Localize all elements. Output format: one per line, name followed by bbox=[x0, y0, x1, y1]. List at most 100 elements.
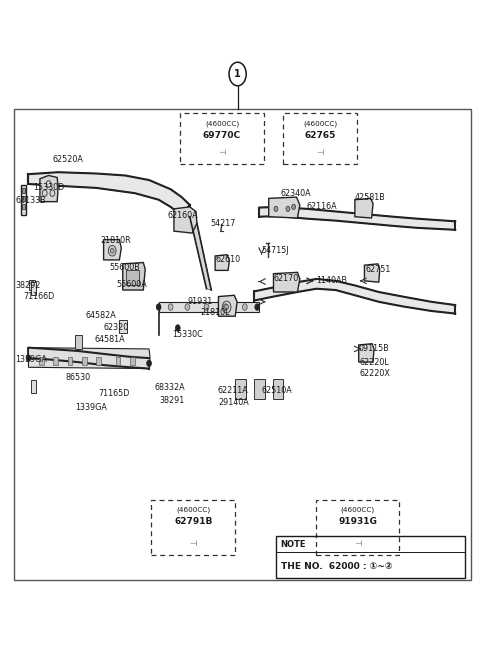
Bar bbox=[116, 357, 120, 365]
Text: (4600CC): (4600CC) bbox=[340, 506, 374, 513]
Text: 54217: 54217 bbox=[210, 218, 236, 228]
Polygon shape bbox=[21, 185, 25, 215]
Text: (4600CC): (4600CC) bbox=[303, 121, 337, 127]
Circle shape bbox=[147, 360, 152, 367]
Text: 54715J: 54715J bbox=[262, 246, 289, 255]
Text: ⊣: ⊣ bbox=[218, 148, 226, 157]
Bar bbox=[152, 499, 235, 555]
Polygon shape bbox=[123, 262, 145, 290]
Text: 21810L: 21810L bbox=[201, 308, 230, 317]
Bar bbox=[39, 357, 44, 365]
Text: THE NO.  62000 : ①~②: THE NO. 62000 : ①~② bbox=[281, 562, 392, 571]
Text: 62765: 62765 bbox=[304, 131, 336, 140]
Bar bbox=[31, 282, 36, 295]
Bar bbox=[120, 320, 127, 333]
Text: 38291: 38291 bbox=[159, 396, 185, 405]
Circle shape bbox=[204, 304, 209, 310]
Circle shape bbox=[225, 304, 228, 310]
Bar bbox=[82, 357, 87, 365]
Text: (4600CC): (4600CC) bbox=[176, 506, 210, 513]
Text: 64582A: 64582A bbox=[86, 311, 117, 320]
Bar bbox=[75, 335, 82, 349]
Text: ⊣: ⊣ bbox=[354, 539, 361, 548]
Polygon shape bbox=[215, 255, 229, 270]
Bar bbox=[14, 109, 471, 580]
Text: 15330D: 15330D bbox=[33, 184, 64, 192]
Text: NOTE: NOTE bbox=[281, 541, 306, 549]
Bar bbox=[283, 113, 357, 165]
Text: 62133B: 62133B bbox=[15, 196, 46, 205]
Text: 62520A: 62520A bbox=[52, 155, 83, 164]
Polygon shape bbox=[158, 302, 259, 312]
Polygon shape bbox=[254, 279, 456, 314]
Text: 15330C: 15330C bbox=[172, 330, 203, 339]
Polygon shape bbox=[104, 239, 121, 260]
Polygon shape bbox=[364, 264, 380, 282]
Text: 86530: 86530 bbox=[65, 373, 90, 382]
Bar bbox=[276, 535, 465, 578]
Text: 91931: 91931 bbox=[187, 297, 213, 306]
Text: 62610: 62610 bbox=[215, 255, 240, 264]
Text: 62211A: 62211A bbox=[217, 386, 248, 396]
Text: 55600B: 55600B bbox=[110, 262, 141, 272]
Circle shape bbox=[26, 355, 31, 361]
Bar bbox=[29, 279, 35, 290]
Text: 62751: 62751 bbox=[365, 264, 391, 274]
Polygon shape bbox=[28, 348, 149, 369]
Text: 68332A: 68332A bbox=[155, 383, 185, 392]
Text: 38292: 38292 bbox=[15, 281, 40, 290]
Bar bbox=[96, 357, 101, 365]
Text: 62160A: 62160A bbox=[167, 211, 198, 220]
Text: (4600CC): (4600CC) bbox=[205, 121, 239, 127]
Text: 1140AB: 1140AB bbox=[317, 276, 348, 285]
Circle shape bbox=[156, 304, 161, 310]
Bar bbox=[235, 379, 246, 399]
Polygon shape bbox=[174, 207, 197, 233]
Text: 62116A: 62116A bbox=[306, 203, 336, 211]
Text: 69770C: 69770C bbox=[203, 131, 241, 140]
Bar bbox=[316, 499, 399, 555]
Bar bbox=[53, 357, 58, 365]
Polygon shape bbox=[190, 216, 211, 290]
Circle shape bbox=[223, 304, 228, 310]
Text: 62220L: 62220L bbox=[360, 358, 389, 367]
Text: 62340A: 62340A bbox=[281, 189, 312, 197]
Bar bbox=[273, 379, 283, 399]
Text: 71165D: 71165D bbox=[99, 389, 130, 398]
Circle shape bbox=[175, 325, 180, 331]
Polygon shape bbox=[269, 197, 300, 218]
Circle shape bbox=[168, 304, 173, 310]
Circle shape bbox=[292, 204, 296, 209]
Circle shape bbox=[274, 206, 278, 211]
Circle shape bbox=[255, 304, 260, 310]
Text: 1339GA: 1339GA bbox=[15, 355, 47, 364]
Polygon shape bbox=[40, 175, 58, 201]
Bar bbox=[126, 270, 139, 285]
Circle shape bbox=[242, 304, 247, 310]
Polygon shape bbox=[359, 344, 374, 362]
Polygon shape bbox=[355, 198, 373, 218]
Text: ⊣: ⊣ bbox=[190, 539, 197, 548]
Bar bbox=[180, 113, 264, 165]
Polygon shape bbox=[28, 348, 150, 369]
Bar bbox=[22, 195, 25, 201]
Text: 29140A: 29140A bbox=[218, 398, 249, 407]
Text: 62791B: 62791B bbox=[174, 518, 213, 526]
Text: 42581B: 42581B bbox=[355, 193, 385, 201]
Circle shape bbox=[110, 248, 114, 253]
Text: 62220X: 62220X bbox=[360, 369, 391, 379]
Polygon shape bbox=[218, 295, 237, 316]
Text: 64581A: 64581A bbox=[94, 335, 125, 344]
Text: 09115B: 09115B bbox=[359, 344, 389, 354]
Bar bbox=[22, 188, 25, 193]
Text: 62510A: 62510A bbox=[262, 386, 292, 396]
Polygon shape bbox=[259, 207, 456, 230]
Polygon shape bbox=[28, 173, 190, 215]
Bar bbox=[254, 379, 265, 399]
Bar bbox=[22, 203, 25, 209]
Bar bbox=[31, 380, 36, 394]
Text: 71166D: 71166D bbox=[24, 292, 55, 301]
Text: 21810R: 21810R bbox=[100, 236, 131, 245]
Text: 62170: 62170 bbox=[274, 274, 299, 283]
Circle shape bbox=[286, 206, 290, 211]
